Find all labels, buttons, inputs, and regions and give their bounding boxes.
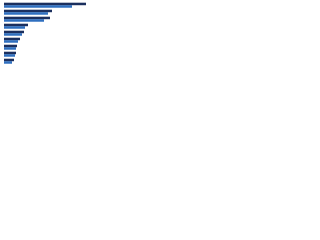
- bar: [4, 23, 28, 27]
- bar: [4, 19, 44, 22]
- bar: [4, 61, 12, 64]
- bar: [4, 2, 86, 6]
- bar: [4, 5, 72, 8]
- bar: [4, 37, 20, 41]
- bar: [4, 54, 15, 57]
- bar: [4, 9, 52, 13]
- bar: [4, 30, 24, 34]
- bar: [4, 16, 50, 20]
- bar: [4, 12, 48, 15]
- bar: [4, 47, 16, 50]
- bar: [4, 33, 22, 36]
- chart: [4, 2, 86, 64]
- bar: [4, 58, 14, 62]
- bar: [4, 44, 17, 48]
- bar: [4, 51, 16, 55]
- bar: [4, 40, 18, 43]
- bar: [4, 26, 25, 29]
